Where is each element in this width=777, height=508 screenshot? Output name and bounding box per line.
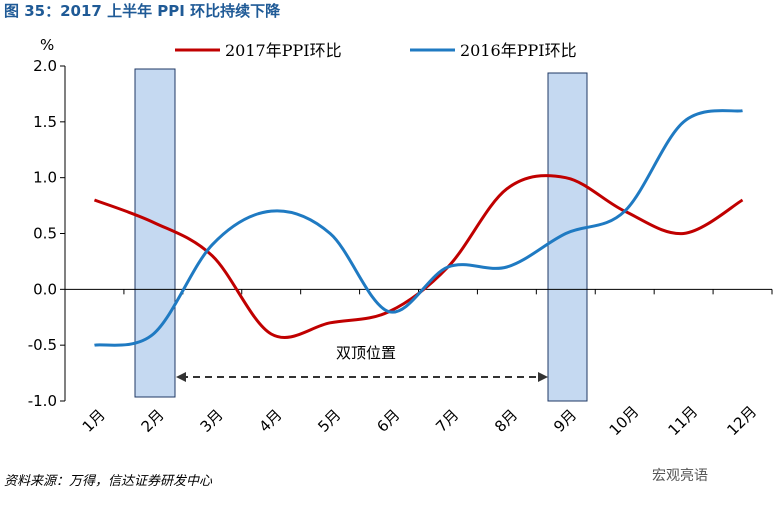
x-tick-label: 7月 bbox=[432, 406, 462, 436]
x-tick-label: 10月 bbox=[606, 402, 643, 439]
x-tick-label: 9月 bbox=[550, 406, 580, 436]
x-tick-label: 12月 bbox=[723, 402, 760, 439]
x-tick-label: 11月 bbox=[665, 402, 702, 439]
y-unit: % bbox=[40, 36, 54, 54]
highlight-box bbox=[547, 72, 588, 402]
x-tick-label: 2月 bbox=[138, 406, 168, 436]
x-tick-label: 6月 bbox=[373, 406, 403, 436]
series-line bbox=[94, 109, 743, 347]
highlight-box bbox=[134, 68, 176, 398]
y-tick-label: 2.0 bbox=[33, 57, 57, 75]
y-tick-label: 1.0 bbox=[33, 169, 57, 187]
y-tick-label: 0.5 bbox=[33, 225, 57, 243]
series-line bbox=[93, 174, 744, 340]
y-tick-label: 0.0 bbox=[33, 280, 57, 298]
x-tick-label: 1月 bbox=[79, 406, 109, 436]
x-tick-label: 3月 bbox=[197, 406, 227, 436]
annotation: 双顶位置 bbox=[336, 344, 396, 362]
watermark: 宏观亮语 bbox=[652, 467, 708, 484]
chart-title: 图 35：2017 上半年 PPI 环比持续下降 bbox=[4, 2, 281, 20]
y-tick-label: -1.0 bbox=[28, 392, 57, 410]
legend-label: 2016年PPI环比 bbox=[460, 41, 577, 60]
source: 资料来源：万得，信达证券研发中心 bbox=[4, 474, 213, 489]
x-tick-label: 5月 bbox=[314, 406, 344, 436]
x-tick-label: 8月 bbox=[491, 406, 521, 436]
x-tick-label: 4月 bbox=[255, 406, 285, 436]
y-tick-label: 1.5 bbox=[33, 113, 57, 131]
legend-label: 2017年PPI环比 bbox=[225, 41, 342, 60]
y-tick-label: -0.5 bbox=[28, 336, 57, 354]
